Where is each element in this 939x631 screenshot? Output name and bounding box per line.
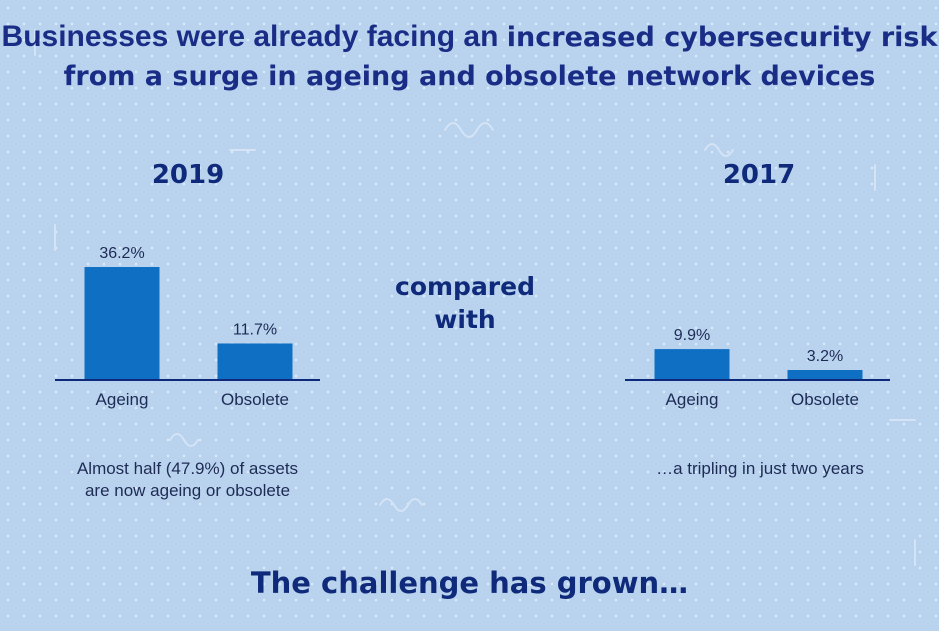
chart-title-2017: 2017	[722, 160, 796, 190]
category-label-2019-ageing: Ageing	[96, 390, 149, 409]
value-label-2019-obsolete: 11.7%	[233, 321, 277, 338]
category-label-2017-obsolete: Obsolete	[791, 390, 859, 409]
value-label-2017-obsolete: 3.2%	[807, 348, 843, 365]
compared-line-1: compared	[395, 272, 535, 301]
note-2019-line-1: Almost half (47.9%) of assets	[76, 459, 299, 478]
bar-2017-ageing	[654, 349, 730, 380]
category-label-2019-obsolete: Obsolete	[221, 390, 289, 409]
chart-title-2019: 2019	[151, 160, 225, 190]
value-label-2019-ageing: 36.2%	[99, 245, 144, 262]
bar-chart-2017: 9.9% Ageing 3.2% Obsolete	[625, 327, 890, 409]
footer-title: The challenge has grown…	[250, 566, 689, 600]
bar-2017-obsolete	[787, 370, 863, 380]
note-2019-line-2: are now ageing or obsolete	[84, 481, 291, 500]
value-label-2017-ageing: 9.9%	[674, 327, 710, 344]
bar-2019-obsolete	[217, 343, 293, 380]
compared-with-text: compared with	[385, 270, 545, 336]
bar-chart-2019: 36.2% Ageing 11.7% Obsolete	[55, 245, 320, 409]
bar-2019-ageing	[84, 267, 160, 380]
headline: Businesses were already facing an increa…	[0, 18, 939, 96]
category-label-2017-ageing: Ageing	[666, 390, 719, 409]
headline-emphasis: increased cybersecurity risk from a surg…	[63, 22, 938, 92]
headline-lead: Businesses were already facing an	[1, 20, 507, 53]
note-2019: Almost half (47.9%) of assets are now ag…	[40, 458, 335, 502]
note-2017: …a tripling in just two years	[656, 459, 864, 478]
compared-line-2: with	[434, 305, 496, 334]
